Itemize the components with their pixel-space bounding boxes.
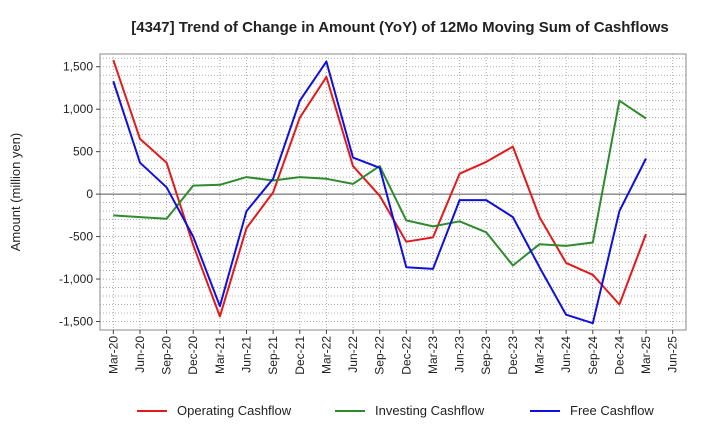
series-layer [112,59,647,325]
y-tick-label: -500 [69,230,93,244]
x-tick-label: Jun-22 [346,336,360,373]
x-tick-label: Jun-21 [240,336,254,373]
series-line-investing-cashflow [113,99,647,267]
plot-area [99,53,687,331]
x-tick-label: Dec-21 [293,336,307,375]
y-tick-label: -1,500 [59,315,93,329]
x-tick-label: Sep-20 [160,336,174,375]
x-tick-label: Mar-20 [106,336,120,374]
y-tick-label: 0 [86,187,93,201]
x-axis: Mar-20 Jun-20 Sep-20 Dec-20 Mar-21 Jun-21 Sep-… [106,330,680,375]
x-tick-label: Mar-24 [533,336,547,374]
x-tick-label: Mar-22 [319,336,333,374]
chart-title: [4347] Trend of Change in Amount (YoY) o… [131,19,669,36]
x-tick-label: Jun-23 [453,336,467,373]
y-tick-label: 1,000 [63,102,93,116]
series-line-operating-cashflow [112,59,647,318]
x-tick-label: Jun-24 [559,336,573,373]
legend-label-free-cashflow: Free Cashflow [570,403,654,418]
legend: Operating Cashflow Investing Cashflow Free… [137,403,654,418]
x-tick-label: Sep-23 [479,336,493,375]
x-tick-label: Jun-20 [133,336,147,373]
legend-label-investing-cashflow: Investing Cashflow [375,403,485,418]
x-tick-label: Dec-20 [186,336,200,375]
x-tick-label: Dec-22 [399,336,413,375]
x-tick-label: Mar-23 [426,336,440,374]
y-tick-label: 500 [73,145,93,159]
y-tick-label: 1,500 [63,60,93,74]
x-tick-label: Mar-25 [639,336,653,374]
x-tick-label: Mar-21 [213,336,227,374]
x-tick-label: Dec-24 [612,336,626,375]
x-tick-label: Dec-23 [506,336,520,375]
y-axis: 1,500 1,000 500 0 -500 -1,000 -1,500 [59,60,100,329]
y-tick-label: -1,000 [59,272,93,286]
x-tick-label: Jun-25 [666,336,680,373]
legend-label-operating-cashflow: Operating Cashflow [177,403,292,418]
x-tick-label: Sep-21 [266,336,280,375]
x-tick-label: Sep-24 [586,336,600,375]
x-tick-label: Sep-22 [373,336,387,375]
series-line-free-cashflow [112,60,647,325]
y-axis-label: Amount (million yen) [8,133,23,252]
